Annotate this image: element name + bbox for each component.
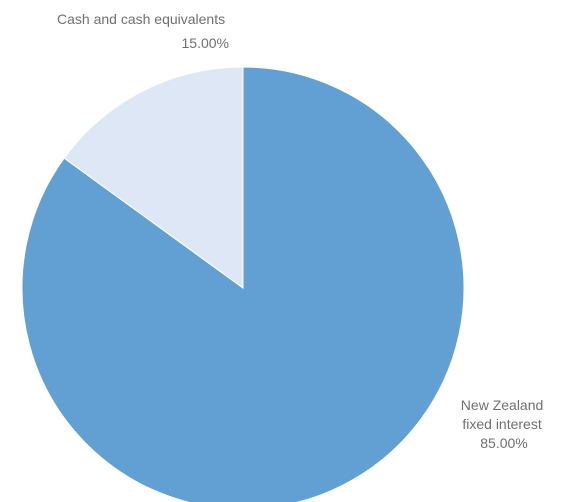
slice-label-line: fixed interest [462, 416, 541, 432]
pie-slices [21, 66, 465, 502]
slice-label-line: Cash and cash equivalents [57, 11, 225, 27]
slice-label-line: New Zealand [461, 397, 544, 413]
slice-label-nz-fixed-interest: New Zealand fixed interest 85.00% [461, 397, 547, 451]
slice-value-label: 85.00% [480, 435, 527, 451]
pie-slice-1 [63, 66, 244, 289]
slice-label-cash: Cash and cash equivalents 15.00% [57, 11, 229, 51]
slice-value-label: 15.00% [182, 35, 229, 51]
